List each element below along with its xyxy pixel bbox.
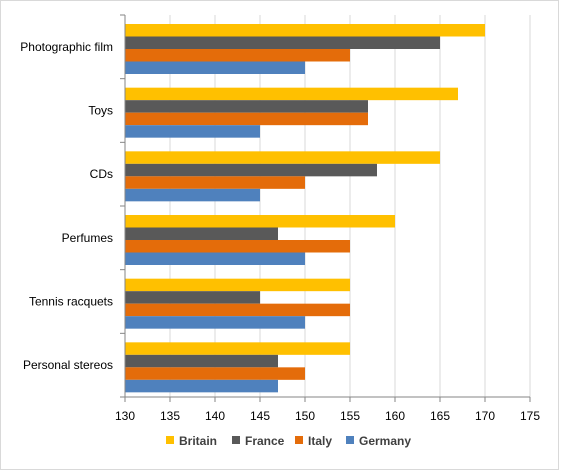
bar-france [125, 36, 440, 49]
x-tick-label: 155 [340, 409, 360, 423]
bar-france [125, 354, 278, 368]
bar-italy [125, 240, 350, 253]
bar-britain [125, 215, 395, 228]
legend: Britain France Italy Germany [166, 434, 411, 448]
category-label: Personal stereos [23, 358, 113, 372]
bar-germany [125, 316, 305, 329]
category-label: CDs [90, 167, 113, 181]
x-tick-label: 140 [205, 409, 225, 423]
bar-germany [125, 125, 260, 138]
x-tick-label: 135 [160, 409, 180, 423]
bar-france [125, 163, 377, 177]
gridlines [169, 15, 531, 397]
bar-italy [125, 367, 305, 380]
bar-france [125, 100, 368, 113]
legend-label: Germany [359, 434, 411, 448]
bar-britain [125, 87, 458, 101]
category-label: Perfumes [62, 231, 113, 245]
tick-labels: 130 135 140 145 150 155 160 165 170 175 [115, 409, 540, 423]
bar-britain [125, 151, 440, 164]
bar-germany [125, 188, 260, 202]
legend-swatch-france [232, 436, 240, 444]
x-tick-label: 160 [385, 409, 405, 423]
x-tick-label: 170 [475, 409, 495, 423]
bar-britain [125, 24, 485, 37]
legend-label: Italy [308, 434, 332, 448]
bar-britain [125, 342, 350, 355]
bar-germany [125, 252, 305, 265]
bar-britain [125, 278, 350, 292]
bar-germany [125, 379, 278, 393]
bar-italy [125, 112, 368, 126]
legend-swatch-germany [346, 436, 354, 444]
bar-italy [125, 176, 305, 189]
legend-swatch-britain [166, 436, 174, 444]
category-label: Tennis racquets [29, 295, 113, 309]
bar-italy [125, 303, 350, 317]
x-tick-label: 145 [250, 409, 270, 423]
bar-france [125, 291, 260, 304]
legend-label: France [245, 434, 285, 448]
category-label: Photographic film [20, 40, 113, 54]
bar-italy [125, 49, 350, 62]
x-tick-label: 175 [520, 409, 540, 423]
bars [125, 24, 485, 393]
legend-label: Britain [179, 434, 217, 448]
axes [120, 14, 531, 402]
bar-germany [125, 61, 305, 74]
legend-swatch-italy [295, 436, 303, 444]
bar-france [125, 227, 278, 240]
x-tick-label: 130 [115, 409, 135, 423]
x-tick-label: 150 [295, 409, 315, 423]
category-label: Toys [88, 104, 113, 118]
category-labels: Photographic film Toys CDs Perfumes Tennis r… [20, 40, 113, 372]
x-tick-label: 165 [430, 409, 450, 423]
